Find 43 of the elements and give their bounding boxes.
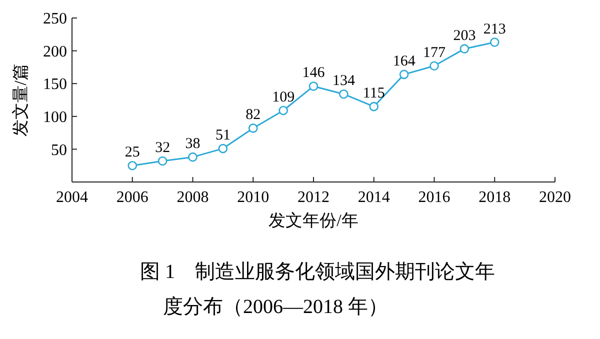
point bbox=[339, 89, 348, 99]
point bbox=[369, 102, 379, 112]
point bbox=[430, 61, 439, 71]
data-label: 115 bbox=[362, 86, 385, 102]
x-tick-label: 2014 bbox=[358, 189, 390, 206]
x-tick-label: 2010 bbox=[237, 189, 270, 206]
data-label: 82 bbox=[246, 107, 261, 124]
x-axis-title: 发文年份/年 bbox=[268, 211, 358, 230]
point bbox=[128, 160, 138, 170]
data-label: 164 bbox=[392, 53, 416, 70]
data-label: 38 bbox=[185, 136, 200, 152]
y-tick-label: 200 bbox=[43, 43, 67, 60]
y-axis-title: 发文量/篇 bbox=[11, 64, 30, 136]
data-label: 32 bbox=[155, 140, 170, 156]
point bbox=[278, 106, 288, 116]
point bbox=[399, 70, 409, 80]
x-tick-label: 2018 bbox=[478, 189, 511, 206]
point bbox=[248, 124, 258, 133]
point bbox=[188, 152, 198, 162]
point bbox=[490, 38, 500, 47]
data-label: 177 bbox=[423, 44, 446, 61]
y-tick-label: 150 bbox=[43, 76, 67, 94]
x-tick-label: 2012 bbox=[298, 189, 330, 206]
text: 图 1 制造业服务化领域国外期刊论文年度分布（2006—2018 年） bbox=[140, 261, 495, 318]
x-tick-label: 2008 bbox=[176, 189, 209, 206]
data-label: 51 bbox=[215, 128, 230, 144]
data-label: 25 bbox=[124, 144, 140, 161]
data-label: 213 bbox=[483, 21, 506, 38]
y-tick-label: 100 bbox=[43, 109, 67, 126]
x-tick-label: 2020 bbox=[539, 189, 571, 206]
point bbox=[308, 82, 318, 91]
data-label: 109 bbox=[272, 89, 295, 106]
data-label: 134 bbox=[332, 73, 356, 90]
y-tick-label: 50 bbox=[51, 142, 67, 159]
data-label: 203 bbox=[453, 28, 476, 44]
point bbox=[158, 156, 168, 166]
point bbox=[460, 44, 470, 54]
point bbox=[218, 144, 228, 154]
x-tick-label: 2004 bbox=[56, 189, 88, 206]
data-label: 146 bbox=[302, 65, 326, 82]
x-tick-label: 2016 bbox=[418, 189, 450, 206]
x-tick-label: 2006 bbox=[116, 189, 148, 206]
y-tick-label: 250 bbox=[43, 10, 67, 28]
